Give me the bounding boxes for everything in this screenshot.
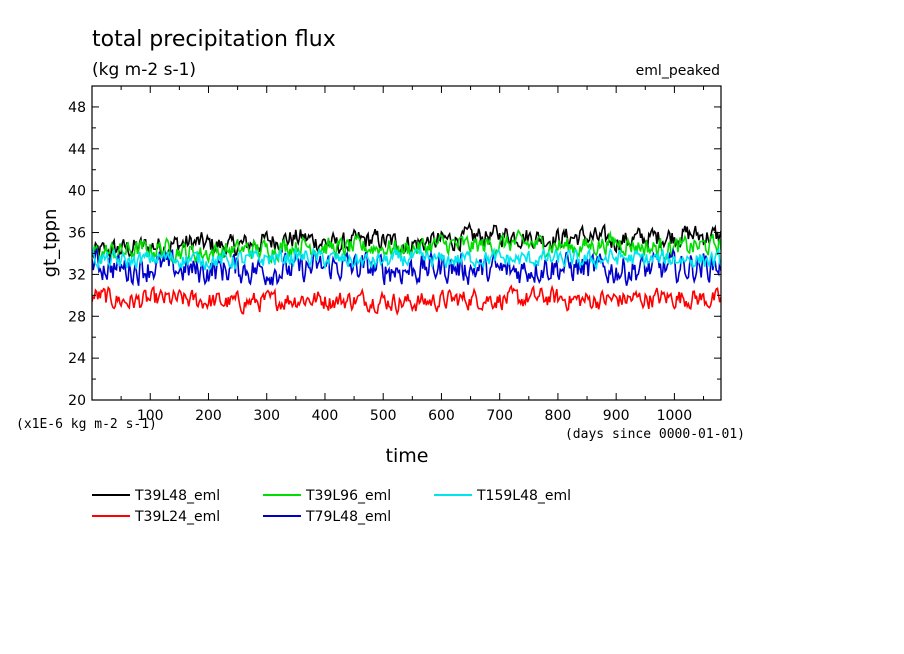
- y-tick-label: 36: [68, 226, 86, 242]
- y-axis-label: gt_tppn: [40, 209, 61, 278]
- x-axis: 100 200 300 400 500 600 700 800 900 1000: [120, 86, 705, 424]
- legend-label: T39L48_eml: [134, 488, 220, 504]
- x-tick-label: 900: [603, 408, 630, 424]
- chart-subtitle: (kg m-2 s-1): [92, 60, 196, 80]
- y-tick-label: 20: [68, 393, 86, 409]
- x-tick-label: 100: [137, 408, 164, 424]
- x-axis-unit: (days since 0000-01-01): [565, 427, 745, 442]
- legend-label: T79L48_eml: [305, 509, 391, 525]
- y-tick-label: 24: [68, 351, 86, 367]
- series-line-T159L48_eml: [92, 246, 721, 271]
- series-line-T79L48_eml: [92, 247, 721, 287]
- x-tick-label: 800: [545, 408, 572, 424]
- legend-label: T159L48_eml: [476, 488, 571, 504]
- y-tick-label: 40: [68, 184, 86, 200]
- x-tick-label: 700: [486, 408, 513, 424]
- series-lines: [92, 221, 721, 316]
- x-tick-label: 600: [428, 408, 455, 424]
- legend-label: T39L24_eml: [134, 509, 220, 525]
- y-tick-label: 48: [68, 100, 86, 116]
- chart-title: total precipitation flux: [92, 27, 336, 52]
- x-tick-label: 400: [312, 408, 339, 424]
- x-axis-label: time: [386, 445, 429, 467]
- x-tick-label: 200: [195, 408, 222, 424]
- chart-annotation: eml_peaked: [636, 63, 720, 79]
- plot-frame: [91, 85, 722, 401]
- y-axis: 20 24 28 32 36 40 44 48: [68, 85, 721, 409]
- y-tick-label: 32: [68, 267, 86, 283]
- y-tick-label: 28: [68, 309, 86, 325]
- legend-label: T39L96_eml: [305, 488, 391, 504]
- x-tick-label: 1000: [657, 408, 693, 424]
- legend: T39L48_eml T39L24_eml T39L96_eml T79L48_eml…: [92, 488, 571, 525]
- x-tick-label: 300: [253, 408, 280, 424]
- series-line-T39L24_eml: [92, 284, 721, 316]
- x-tick-label: 500: [370, 408, 397, 424]
- y-axis-unit: (x1E-6 kg m-2 s-1): [16, 417, 157, 432]
- y-tick-label: 44: [68, 142, 86, 158]
